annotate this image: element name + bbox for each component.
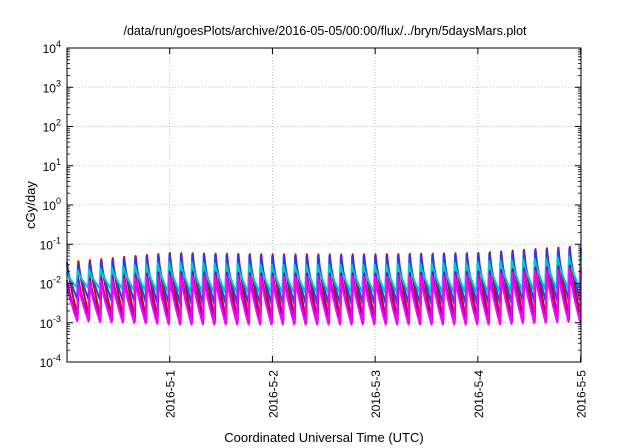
y-axis-ticks: 10-4 10-3 10-2 10-1 100 101 102 103 104 — [40, 39, 581, 370]
y-tick-label: 101 — [43, 157, 61, 174]
y-axis-label: cGy/day — [23, 181, 38, 229]
series-line — [66, 264, 582, 324]
y-tick-label: 10-1 — [40, 235, 61, 252]
series-lines — [66, 245, 582, 326]
x-tick-label: 2016-5-5 — [575, 370, 589, 418]
y-tick-label: 102 — [43, 118, 61, 135]
x-tick-label: 2016-5-1 — [164, 370, 178, 418]
y-tick-label: 10-4 — [40, 353, 61, 370]
y-tick-label: 103 — [43, 78, 61, 95]
y-tick-label: 10-2 — [40, 275, 61, 292]
series-line — [66, 255, 582, 294]
y-tick-label: 100 — [43, 196, 61, 213]
x-tick-label: 2016-5-4 — [472, 370, 486, 418]
x-axis-label: Coordinated Universal Time (UTC) — [224, 430, 423, 445]
chart-title: /data/run/goesPlots/archive/2016-05-05/0… — [123, 24, 527, 38]
x-tick-label: 2016-5-2 — [266, 370, 280, 418]
x-axis-ticks: 2016-5-1 2016-5-2 2016-5-3 2016-5-4 2016-5-5 — [164, 48, 589, 418]
y-tick-label: 10-3 — [40, 314, 61, 331]
series-line — [66, 245, 582, 321]
series-line — [66, 267, 582, 326]
x-tick-label: 2016-5-3 — [369, 370, 383, 418]
y-tick-label: 104 — [43, 39, 61, 56]
series-line — [66, 247, 582, 305]
